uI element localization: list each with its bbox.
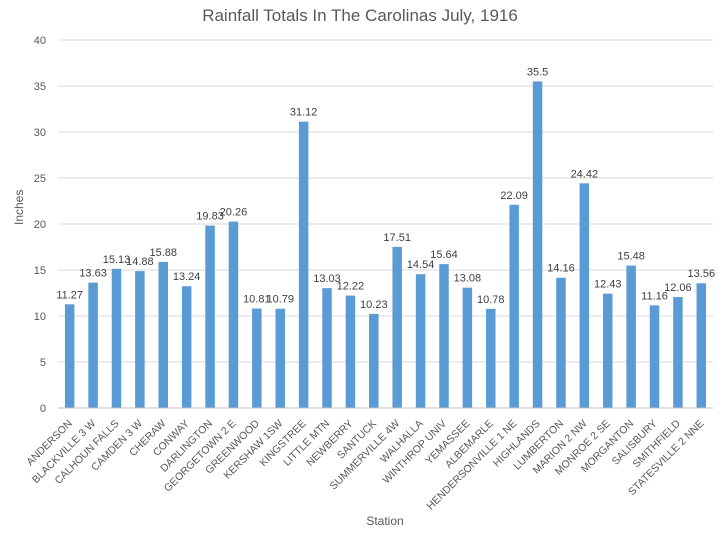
- data-label: 35.5: [527, 66, 548, 78]
- bar[interactable]: [579, 183, 590, 408]
- y-tick-label: 25: [34, 173, 46, 185]
- data-label: 11.27: [56, 289, 83, 301]
- bar[interactable]: [602, 293, 613, 408]
- bar[interactable]: [135, 271, 145, 408]
- data-label: 14.88: [126, 256, 154, 268]
- data-label: 13.24: [173, 271, 201, 283]
- y-tick-label: 40: [34, 35, 46, 47]
- bar[interactable]: [369, 313, 379, 408]
- bar[interactable]: [345, 295, 356, 408]
- bar[interactable]: [439, 264, 449, 408]
- bar[interactable]: [322, 288, 332, 408]
- data-label: 19.83: [196, 211, 224, 223]
- bar[interactable]: [509, 204, 519, 408]
- data-label: 10.81: [243, 294, 271, 306]
- data-label: 13.56: [688, 268, 716, 280]
- data-label: 22.09: [500, 190, 528, 202]
- y-tick-label: 15: [34, 265, 46, 277]
- data-label: 20.26: [220, 207, 248, 219]
- bar[interactable]: [392, 246, 402, 408]
- y-tick-label: 10: [34, 311, 46, 323]
- data-label: 13.63: [79, 268, 107, 280]
- data-label: 17.51: [383, 232, 411, 244]
- data-label: 12.22: [337, 281, 365, 293]
- x-axis-label: Station: [366, 514, 404, 528]
- chart-title: Rainfall Totals In The Carolinas July, 1…: [202, 6, 518, 25]
- data-label: 10.78: [477, 294, 505, 306]
- y-tick-label: 0: [40, 403, 46, 415]
- bar[interactable]: [64, 304, 75, 408]
- bar[interactable]: [649, 305, 660, 408]
- bar[interactable]: [205, 225, 215, 408]
- data-label: 12.43: [594, 279, 622, 291]
- data-label: 24.42: [571, 168, 599, 180]
- data-label: 13.03: [313, 273, 341, 285]
- bar[interactable]: [111, 268, 122, 408]
- bar[interactable]: [532, 81, 543, 409]
- bar[interactable]: [696, 283, 707, 408]
- bar[interactable]: [462, 287, 473, 408]
- data-label: 15.88: [150, 247, 178, 259]
- data-label: 15.48: [617, 251, 645, 263]
- bar[interactable]: [556, 277, 566, 408]
- bar[interactable]: [298, 121, 309, 409]
- data-label: 15.13: [103, 254, 131, 266]
- data-label: 14.54: [407, 259, 435, 271]
- bar[interactable]: [275, 308, 285, 408]
- data-label: 11.16: [641, 290, 668, 302]
- bar[interactable]: [415, 274, 426, 408]
- data-label: 10.23: [360, 299, 388, 311]
- y-tick-label: 5: [40, 357, 46, 369]
- data-label: 10.79: [266, 294, 294, 306]
- data-label: 13.08: [454, 273, 482, 285]
- data-label: 14.16: [547, 263, 575, 275]
- bar[interactable]: [158, 261, 169, 408]
- bar[interactable]: [252, 308, 262, 408]
- data-label: 15.64: [430, 249, 458, 261]
- bar[interactable]: [626, 265, 636, 408]
- data-label: 12.06: [664, 282, 692, 294]
- y-tick-label: 30: [34, 127, 46, 139]
- bar[interactable]: [88, 282, 98, 408]
- bar[interactable]: [181, 286, 192, 408]
- bar[interactable]: [673, 297, 683, 408]
- bar[interactable]: [486, 308, 496, 408]
- bar[interactable]: [228, 221, 239, 408]
- data-label: 31.12: [290, 107, 318, 119]
- y-tick-label: 35: [34, 81, 46, 93]
- y-tick-label: 20: [34, 219, 46, 231]
